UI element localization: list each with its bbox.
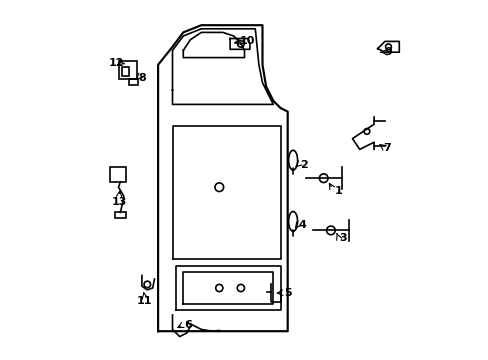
Text: 8: 8 — [138, 73, 146, 83]
Bar — [122, 67, 129, 76]
Text: 13: 13 — [111, 197, 127, 207]
Text: 12: 12 — [108, 58, 123, 68]
Text: 2: 2 — [300, 159, 307, 170]
Text: 6: 6 — [184, 320, 192, 330]
Text: 9: 9 — [384, 47, 392, 57]
Bar — [129, 79, 138, 85]
Text: 10: 10 — [239, 36, 255, 46]
Text: 7: 7 — [383, 143, 390, 153]
Bar — [118, 61, 136, 79]
Text: 11: 11 — [136, 296, 152, 306]
Text: 4: 4 — [298, 220, 306, 230]
Text: 1: 1 — [334, 186, 342, 196]
Bar — [115, 212, 125, 218]
Text: 5: 5 — [284, 288, 292, 298]
Bar — [109, 167, 125, 182]
Text: 3: 3 — [339, 233, 346, 243]
